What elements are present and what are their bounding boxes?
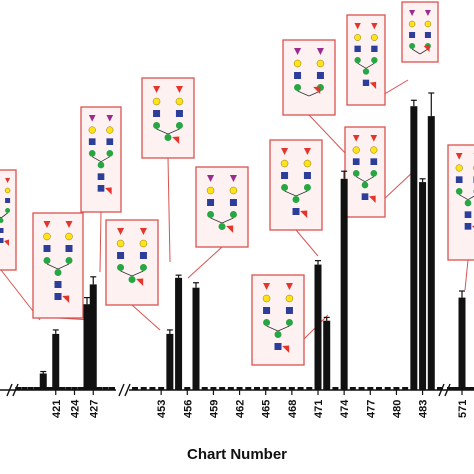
- glycan-structure-icon: [141, 77, 195, 263]
- glycan-structure-icon: [105, 219, 161, 331]
- glycan-structure-icon: [401, 1, 439, 63]
- bar: [175, 277, 183, 390]
- x-tick-label: 462: [235, 400, 247, 418]
- bar-minor: [46, 387, 53, 390]
- bar-minor: [447, 387, 453, 390]
- bar-minor: [455, 387, 461, 390]
- bar-minor: [437, 387, 443, 390]
- bar-minor: [219, 387, 226, 390]
- bar-minor: [132, 387, 138, 390]
- bar-minor: [102, 387, 109, 390]
- bar-minor: [471, 387, 474, 390]
- bar-minor: [15, 387, 22, 390]
- bar-minor: [467, 387, 473, 390]
- bar-minor: [236, 387, 243, 390]
- bar-minor: [271, 387, 278, 390]
- x-tick-label: 427: [88, 400, 100, 418]
- bar: [83, 304, 91, 390]
- glycan-structure-icon: [282, 39, 348, 156]
- bar-minor: [358, 387, 365, 390]
- x-tick-label: 471: [313, 400, 325, 418]
- bar: [166, 333, 174, 390]
- axis-break-2: [118, 383, 131, 397]
- bar: [323, 320, 331, 390]
- bar-minor: [109, 387, 115, 390]
- bar-minor: [451, 387, 457, 390]
- bar-minor: [149, 387, 156, 390]
- bar: [52, 333, 60, 390]
- bar-minor: [227, 387, 234, 390]
- x-tick-label: 477: [365, 400, 377, 418]
- bar-minor: [384, 387, 391, 390]
- bar: [427, 116, 435, 390]
- bar-minor: [184, 387, 191, 390]
- bar-minor: [140, 387, 147, 390]
- bar: [419, 182, 427, 390]
- bar-minor: [96, 387, 103, 390]
- x-tick-label: 474: [339, 399, 351, 418]
- bar: [89, 284, 97, 390]
- bar-minor: [306, 387, 313, 390]
- bar: [39, 373, 47, 390]
- x-axis: [0, 383, 474, 397]
- bar: [458, 297, 466, 390]
- glycan-structure-icon: [187, 166, 249, 279]
- x-tick-label: 456: [182, 400, 194, 418]
- bar-minor: [262, 387, 269, 390]
- bar-minor: [201, 387, 208, 390]
- glycan-structure-icon: [0, 169, 41, 321]
- x-axis-label: Chart Number: [187, 446, 287, 463]
- glycan-structure-icon: [80, 106, 122, 273]
- glycan-structure-icon: [344, 126, 416, 218]
- bar-minor: [376, 387, 382, 390]
- bar-minor: [288, 387, 295, 390]
- bar: [410, 106, 418, 390]
- bar: [192, 287, 200, 390]
- bar-minor: [254, 387, 260, 390]
- bar-minor: [71, 387, 78, 390]
- glycan-callouts: [0, 1, 474, 366]
- bar-minor: [59, 387, 65, 390]
- x-tick-labels: 421 424 427 453 456 459 462 465 468 471 474 477 480 4…: [51, 390, 469, 418]
- glycan-structure-icon: [251, 274, 329, 366]
- x-tick-label: 421: [51, 400, 63, 418]
- x-tick-label: 468: [287, 400, 299, 418]
- x-tick-label: 453: [156, 400, 168, 418]
- bar-minor: [27, 387, 34, 390]
- bar-minor: [393, 387, 400, 390]
- glycan-structure-icon: [32, 212, 93, 321]
- bar-minor: [245, 387, 252, 390]
- x-tick-label: 483: [418, 400, 430, 418]
- bar-minor: [158, 387, 165, 390]
- x-tick-label: 571: [457, 400, 469, 418]
- glycan-structure-icon: [269, 139, 323, 257]
- bar-minor: [349, 387, 356, 390]
- bars: [39, 92, 466, 390]
- x-tick-label: 424: [70, 399, 82, 418]
- bar-minor: [65, 387, 72, 390]
- bar-minor: [332, 387, 339, 390]
- bar: [340, 178, 348, 390]
- bar-minor: [21, 387, 28, 390]
- bar-minor: [210, 387, 217, 390]
- x-tick-label: 480: [391, 400, 403, 418]
- bar-minor: [402, 387, 409, 390]
- glycan-structure-icon: [346, 14, 409, 106]
- bar-minor: [463, 387, 469, 390]
- x-tick-label: 459: [208, 400, 220, 418]
- bar-minor: [297, 387, 304, 390]
- bar: [314, 264, 322, 390]
- bar-minor: [367, 387, 374, 390]
- glycan-structure-icon: [447, 144, 474, 291]
- bar-minor: [280, 387, 287, 390]
- bar-minor: [77, 387, 84, 390]
- bar-minor: [34, 387, 40, 390]
- x-tick-label: 465: [261, 400, 273, 418]
